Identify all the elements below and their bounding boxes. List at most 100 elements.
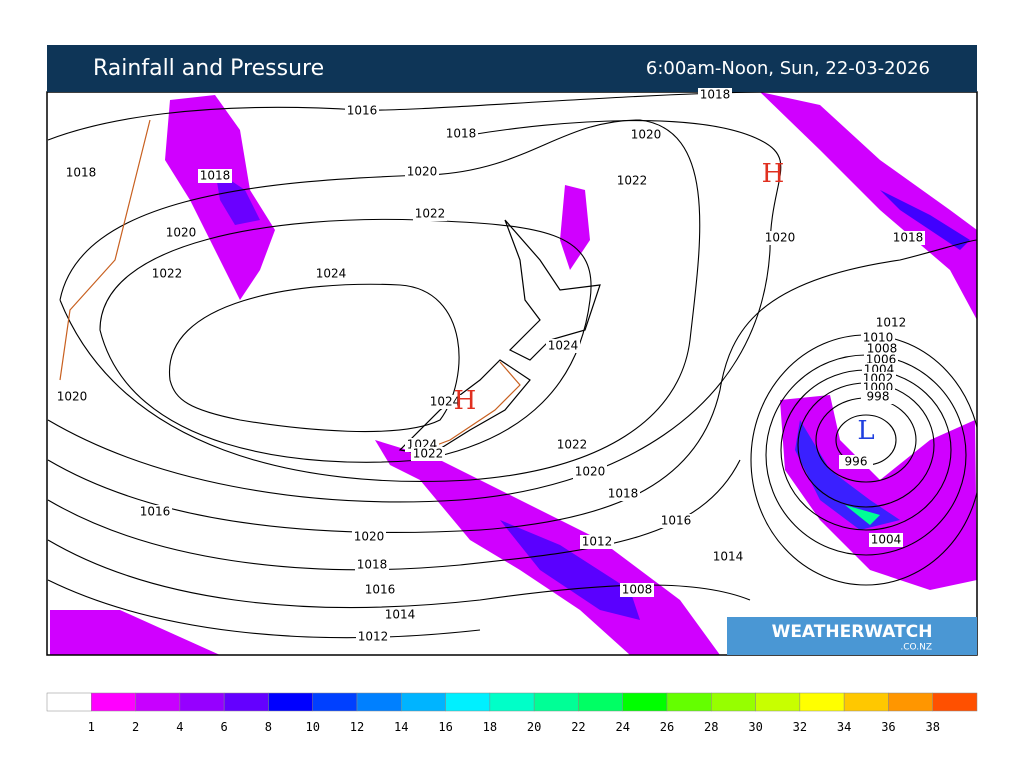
legend-label: 34 [837,720,851,734]
isobar-label: 1022 [152,267,183,281]
isobar-label: 1020 [166,226,197,240]
isobar-label-bg [444,127,478,141]
isobar-label-bg [355,558,389,572]
low-pressure-marker: L [857,416,874,446]
legend-label: 26 [660,720,674,734]
isobar-label-bg [763,231,797,245]
isobar-label: 1014 [385,608,416,622]
legend-label: 16 [438,720,452,734]
isobar-label: 1014 [713,550,744,564]
legend-label: 30 [748,720,762,734]
isobar-label: 1024 [430,395,461,409]
legend: 1 2 4 6 8 10 12 14 16 18 20 22 24 26 28 30 32 34 36 38 [46,692,978,734]
legend-label: 38 [925,720,939,734]
isobar-label: 1012 [582,535,613,549]
isobar-label: 1008 [622,583,653,597]
legend-label: 20 [527,720,541,734]
isobar-label-bg [620,583,654,597]
legend-swatch [179,692,225,712]
isobar-label: 1020 [631,128,662,142]
isobar-label-bg [891,231,925,245]
legend-label: 2 [132,720,139,734]
isobar-label: 996 [845,455,868,469]
isobar-label-bg [352,530,386,544]
legend-label: 22 [571,720,585,734]
legend-label: 14 [394,720,408,734]
isobar-label: 1022 [415,207,446,221]
isobar-label-bg [861,331,895,345]
isobar-label: 1018 [66,166,97,180]
isobar-label: 1024 [548,339,579,353]
logo-name: WEATHERWATCH [772,622,933,642]
legend-label: 4 [176,720,183,734]
legend-swatch [622,692,668,712]
legend-label: 6 [221,720,228,734]
high-pressure-marker: H [454,386,477,416]
high-pressure-marker: H [762,159,785,189]
isobar-label-bg [869,533,903,547]
isobar-label: 1018 [608,487,639,501]
isobar-label: 1018 [893,231,924,245]
legend-swatch [932,692,978,712]
legend-swatch [46,692,92,712]
legend-label: 28 [704,720,718,734]
header-bar [47,45,977,92]
legend-swatch [711,692,756,712]
isobar-label: 1020 [407,165,438,179]
legend-swatch [268,692,313,712]
isobar-label-bg [345,104,379,118]
isobar-label: 1018 [200,169,231,183]
legend-swatch [755,692,801,712]
isobar-label: 1016 [661,514,692,528]
legend-swatch [135,692,181,712]
logo-domain: .CO.NZ [900,643,932,653]
isobar-label-bg [150,267,184,281]
isobar-label-bg [711,550,745,564]
isobar-label: 1020 [354,530,385,544]
legend-swatch [401,692,446,712]
legend-swatch [666,692,712,712]
isobar-label: 1022 [413,447,444,461]
isobar-label: 1018 [357,558,388,572]
isobar-label-bg [615,174,649,188]
isobar-label-bg [874,316,908,330]
isobar-label-bg [698,88,732,102]
isobar-label-bg [428,395,462,409]
isobar-label: 1018 [446,127,477,141]
isobar-label-bg [138,505,172,519]
isobar-label-bg [198,169,232,183]
legend-swatch [799,692,845,712]
isobar-label-bg [629,128,663,142]
isobar-label-bg [839,455,873,469]
legend-swatch [888,692,933,712]
isobar-label-bg [405,165,439,179]
subtitle: 6:00am-Noon, Sun, 22-03-2026 [646,58,930,79]
legend-label: 1 [88,720,95,734]
isobar-label: 1016 [140,505,171,519]
isobar-label-bg [555,438,589,452]
legend-swatch [843,692,889,712]
isobar-label: 1016 [347,104,378,118]
isobar-label-bg [659,514,693,528]
isobar-label-bg [356,630,390,644]
isobar-label: 1020 [575,465,606,479]
isobar-label-bg [861,390,895,404]
isobar-label-bg [580,535,614,549]
isobar-label: 1012 [876,316,907,330]
legend-swatch [91,692,136,712]
isobar-label-bg [164,226,198,240]
isobar-label: 1016 [365,583,396,597]
isobar-label: 1022 [557,438,588,452]
legend-swatch [223,692,269,712]
legend-swatch [578,692,623,712]
legend-swatch [356,692,402,712]
isobar-label-bg [865,342,899,356]
legend-swatch [489,692,535,712]
isobar-label: 998 [867,390,890,404]
isobar-label-bg [411,447,445,461]
isobar-label: 1010 [863,331,894,345]
isobar-label: 1008 [867,342,898,356]
isobar-label-bg [383,608,417,622]
isobar-label-bg [64,166,98,180]
